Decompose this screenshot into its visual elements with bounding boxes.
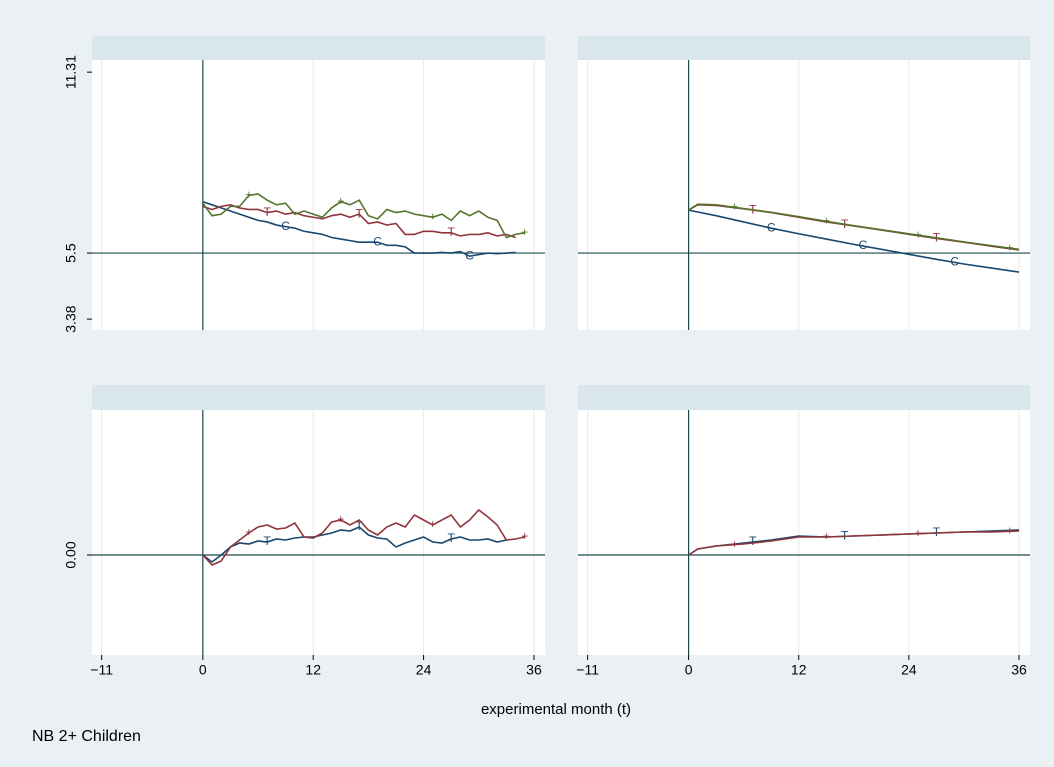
series-line bbox=[202, 203, 516, 239]
note: NB 2+ Children bbox=[32, 728, 141, 745]
marker-label: T bbox=[264, 534, 272, 548]
series-line bbox=[688, 530, 1020, 556]
marker-label: C bbox=[767, 220, 776, 234]
marker-label: + bbox=[429, 517, 436, 531]
panel-header bbox=[92, 385, 545, 410]
plot-area bbox=[578, 60, 1030, 330]
marker-label: + bbox=[245, 525, 252, 539]
series-line bbox=[688, 203, 1020, 251]
y-tick-label: 3.38 bbox=[63, 305, 79, 332]
plot-area bbox=[92, 410, 545, 655]
x-tick-label: 24 bbox=[901, 662, 917, 678]
x-tick-label: 24 bbox=[416, 662, 432, 678]
x-tick-label: 12 bbox=[791, 662, 807, 678]
marker-label: + bbox=[823, 213, 830, 227]
x-tick-label: 12 bbox=[305, 662, 321, 678]
marker-label: C bbox=[950, 255, 959, 269]
marker-label: + bbox=[245, 188, 252, 202]
y-tick-label: 5.5 bbox=[63, 243, 79, 263]
marker-label: + bbox=[521, 529, 528, 543]
marker-label: + bbox=[429, 209, 436, 223]
x-axis-title: experimental month (t) bbox=[481, 701, 631, 718]
series-line bbox=[202, 526, 507, 564]
marker-label: C bbox=[373, 234, 382, 248]
x-tick-label: −11 bbox=[90, 662, 113, 678]
x-tick-label: 36 bbox=[1011, 662, 1027, 678]
marker-label: + bbox=[1006, 240, 1013, 254]
marker-label: + bbox=[1006, 524, 1013, 538]
marker-label: + bbox=[915, 526, 922, 540]
marker-label: + bbox=[337, 512, 344, 526]
marker-label: T bbox=[264, 205, 272, 219]
plot-area bbox=[92, 60, 545, 330]
series-line bbox=[688, 209, 1020, 273]
marker-label: C bbox=[859, 238, 868, 252]
series-line bbox=[202, 508, 525, 566]
x-tick-label: 0 bbox=[685, 662, 693, 678]
panel-header bbox=[578, 36, 1030, 60]
marker-label: T bbox=[841, 529, 849, 543]
y-tick-label: 11.31 bbox=[63, 55, 79, 89]
series-line bbox=[202, 193, 525, 239]
x-tick-label: −11 bbox=[576, 662, 599, 678]
marker-label: T bbox=[356, 206, 364, 220]
marker-label: C bbox=[465, 248, 474, 262]
marker-label: + bbox=[823, 529, 830, 543]
y-tick-label: 0.00 bbox=[63, 541, 79, 568]
x-tick-label: 0 bbox=[199, 662, 207, 678]
marker-label: + bbox=[521, 225, 528, 239]
marker-label: + bbox=[915, 227, 922, 241]
x-tick-label: 36 bbox=[526, 662, 542, 678]
marker-label: T bbox=[933, 525, 941, 539]
panel-header bbox=[578, 385, 1030, 410]
marker-label: T bbox=[448, 531, 456, 545]
marker-label: C bbox=[281, 219, 290, 233]
marker-label: + bbox=[337, 194, 344, 208]
marker-label: T bbox=[448, 225, 456, 239]
marker-label: + bbox=[731, 199, 738, 213]
marker-label: T bbox=[356, 519, 364, 533]
panel-header bbox=[92, 36, 545, 60]
series-line bbox=[202, 200, 516, 258]
marker-label: T bbox=[749, 534, 757, 548]
marker-label: + bbox=[731, 537, 738, 551]
